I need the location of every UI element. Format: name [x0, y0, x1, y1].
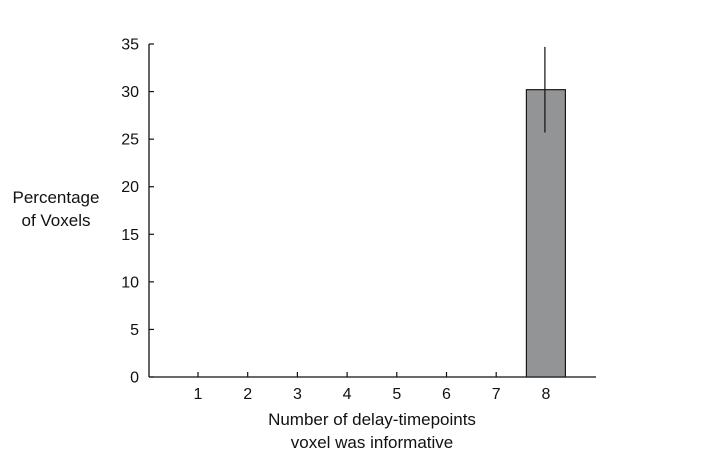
y-axis-title-line-2: of Voxels [21, 211, 91, 230]
y-axis-title-line-1: Percentage [12, 188, 100, 207]
bar-category-8 [525, 89, 567, 378]
x-axis-title: Number of delay-timepoints voxel was inf… [222, 408, 522, 454]
x-axis-title-line-1: Number of delay-timepoints [268, 410, 476, 429]
x-tick-label: 2 [243, 386, 252, 403]
y-tick-label: 25 [121, 132, 139, 149]
x-axis: 1 2 3 4 5 6 7 8 [149, 372, 596, 403]
bars [525, 89, 567, 378]
x-tick-label: 8 [541, 386, 550, 403]
y-axis-title: Percentage of Voxels [0, 186, 112, 232]
y-tick-label: 15 [121, 227, 139, 244]
x-tick-label: 3 [293, 386, 302, 403]
y-tick-label: 35 [121, 37, 139, 54]
x-tick-label: 7 [492, 386, 501, 403]
y-tick-label: 20 [121, 179, 139, 196]
x-tick-label: 6 [442, 386, 451, 403]
y-tick-label: 5 [130, 322, 139, 339]
y-axis: 0 5 10 15 20 25 30 35 [121, 37, 154, 387]
x-tick-label: 5 [392, 386, 401, 403]
y-tick-label: 0 [130, 370, 139, 387]
x-axis-title-line-2: voxel was informative [290, 433, 454, 452]
y-tick-label: 30 [121, 84, 139, 101]
x-tick-label: 1 [194, 386, 203, 403]
x-tick-label: 4 [343, 386, 352, 403]
y-tick-label: 10 [121, 274, 139, 291]
